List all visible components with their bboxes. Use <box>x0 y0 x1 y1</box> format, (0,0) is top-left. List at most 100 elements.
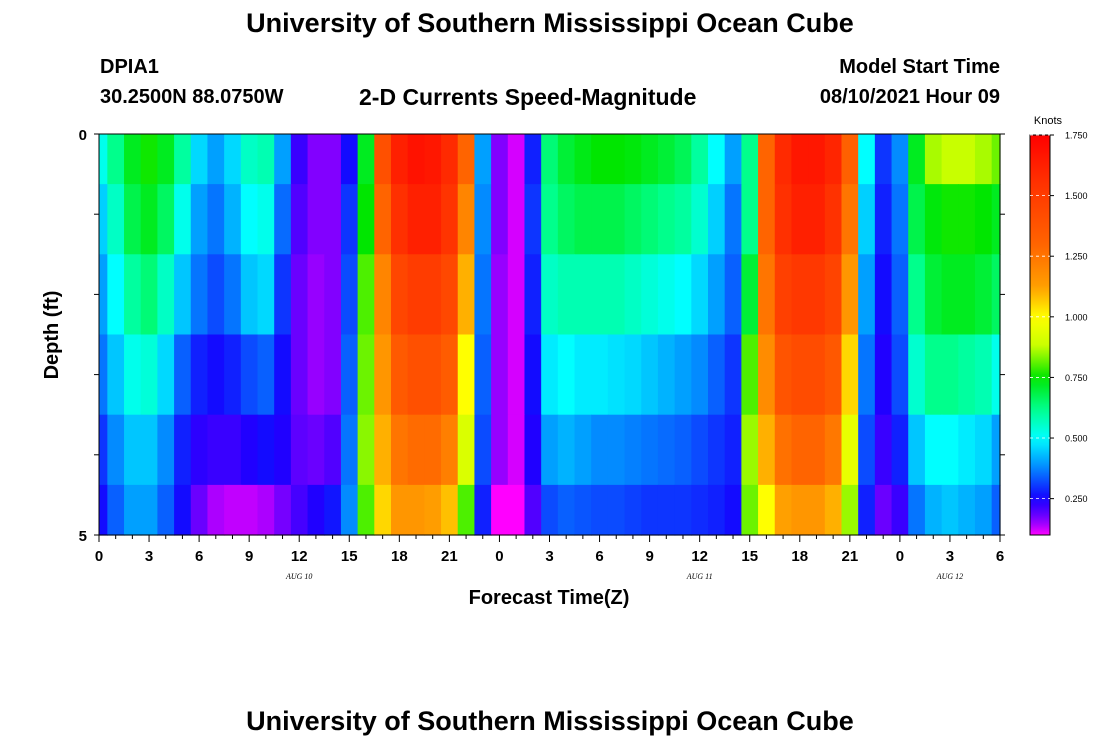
heatmap-cell <box>941 134 959 185</box>
heatmap-cell <box>858 184 876 255</box>
heatmap-cell <box>274 184 292 255</box>
heatmap-cell <box>724 254 742 336</box>
heatmap-cell <box>974 334 993 416</box>
heatmap-cell <box>174 184 192 255</box>
heatmap-cell <box>124 254 142 336</box>
heatmap-cell <box>340 254 359 336</box>
heatmap-cell <box>507 184 526 255</box>
heatmap-cell <box>924 254 943 336</box>
heatmap-cell <box>924 184 943 255</box>
heatmap-cell <box>457 484 476 536</box>
heatmap-cell <box>708 334 726 416</box>
heatmap-cell <box>758 134 776 185</box>
heatmap-cell <box>157 414 175 486</box>
heatmap-cell <box>124 484 142 536</box>
station-id: DPIA1 <box>100 56 159 78</box>
heatmap-cell <box>874 134 893 185</box>
colorbar-tick-label: 1.250 <box>1065 252 1088 262</box>
heatmap-cell <box>641 334 659 416</box>
heatmap-cell <box>324 254 342 336</box>
heatmap-cell <box>808 134 826 185</box>
heatmap-cell <box>491 134 509 185</box>
station-coordinates: 30.2500N 88.0750W <box>100 86 284 108</box>
heatmap-cell <box>674 484 692 536</box>
x-tick-label: 12 <box>691 548 708 565</box>
heatmap-cell <box>891 484 909 536</box>
heatmap-cell <box>240 134 259 185</box>
model-start-value: 08/10/2021 Hour 09 <box>819 86 1000 108</box>
heatmap-cell <box>224 414 242 486</box>
heatmap-cell <box>591 134 609 185</box>
heatmap-cell <box>124 334 142 416</box>
heatmap-cell <box>507 484 526 536</box>
heatmap-cell <box>708 134 726 185</box>
heatmap-cell <box>891 184 909 255</box>
heatmap-cell <box>290 414 309 486</box>
heatmap-cell <box>991 484 1001 536</box>
heatmap-cell <box>841 334 859 416</box>
heatmap-cell <box>474 414 492 486</box>
heatmap-cell <box>441 254 459 336</box>
heatmap-cell <box>624 184 642 255</box>
heatmap-cell <box>307 184 325 255</box>
heatmap-cell <box>774 334 793 416</box>
heatmap-cell <box>874 484 893 536</box>
heatmap-cell <box>874 254 893 336</box>
heatmap-cell <box>691 484 709 536</box>
heatmap-cell <box>924 484 943 536</box>
heatmap-cell <box>407 134 425 185</box>
heatmap-cell <box>240 254 259 336</box>
page-title: University of Southern Mississippi Ocean… <box>246 8 854 38</box>
heatmap-cell <box>474 254 492 336</box>
heatmap-cell <box>758 414 776 486</box>
heatmap-cell <box>824 334 843 416</box>
heatmap-cell <box>858 134 876 185</box>
x-tick-label: 15 <box>741 548 758 565</box>
heatmap-cell <box>541 484 559 536</box>
heatmap-cell <box>891 254 909 336</box>
heatmap-cell <box>791 134 809 185</box>
heatmap-cell <box>240 334 259 416</box>
heatmap-cell <box>474 134 492 185</box>
heatmap-cell <box>708 254 726 336</box>
heatmap-cell <box>457 254 476 336</box>
heatmap-cell <box>140 254 158 336</box>
heatmap-cell <box>607 414 626 486</box>
heatmap-cell <box>224 134 242 185</box>
colorbar-tick-label: 1.750 <box>1065 131 1088 141</box>
heatmap-cell <box>240 414 259 486</box>
heatmap-cell <box>357 484 375 536</box>
y-axis-label: Depth (ft) <box>41 291 63 380</box>
heatmap-cell <box>674 414 692 486</box>
heatmap-cell <box>274 254 292 336</box>
heatmap-cell <box>491 484 509 536</box>
colorbar-label: Knots <box>1034 115 1063 127</box>
heatmap-cell <box>541 254 559 336</box>
heatmap-cell <box>307 134 325 185</box>
heatmap-cell <box>124 134 142 185</box>
heatmap-cell <box>257 184 275 255</box>
heatmap-cell <box>641 484 659 536</box>
heatmap-cell <box>491 184 509 255</box>
heatmap-cell <box>207 254 225 336</box>
heatmap-cell <box>357 134 375 185</box>
heatmap-cell <box>357 414 375 486</box>
heatmap-cell <box>107 184 125 255</box>
heatmap-cell <box>574 484 592 536</box>
colorbar-ticks: 0.250 0.500 0.750 1.000 1.250 1.500 1.750 <box>1030 131 1088 504</box>
x-tick-label: 3 <box>145 548 153 565</box>
heatmap-cell <box>607 134 626 185</box>
heatmap-cell <box>357 254 375 336</box>
heatmap-cell <box>474 184 492 255</box>
heatmap-cell <box>574 184 592 255</box>
x-axis-label: Forecast Time(Z) <box>469 587 630 609</box>
colorbar-gradient <box>1029 134 1051 536</box>
heatmap-cell <box>791 484 809 536</box>
heatmap-cell <box>991 184 1001 255</box>
x-axis: 0 3 6 9 12 15 18 21 0 3 6 9 12 15 18 21 0 3 6 AUG 10 AUG 11 A… <box>95 535 1004 581</box>
heatmap-cell <box>374 134 392 185</box>
heatmap-cell <box>691 254 709 336</box>
heatmap-cell <box>340 484 359 536</box>
heatmap-cell <box>941 414 959 486</box>
heatmap-cell <box>974 184 993 255</box>
